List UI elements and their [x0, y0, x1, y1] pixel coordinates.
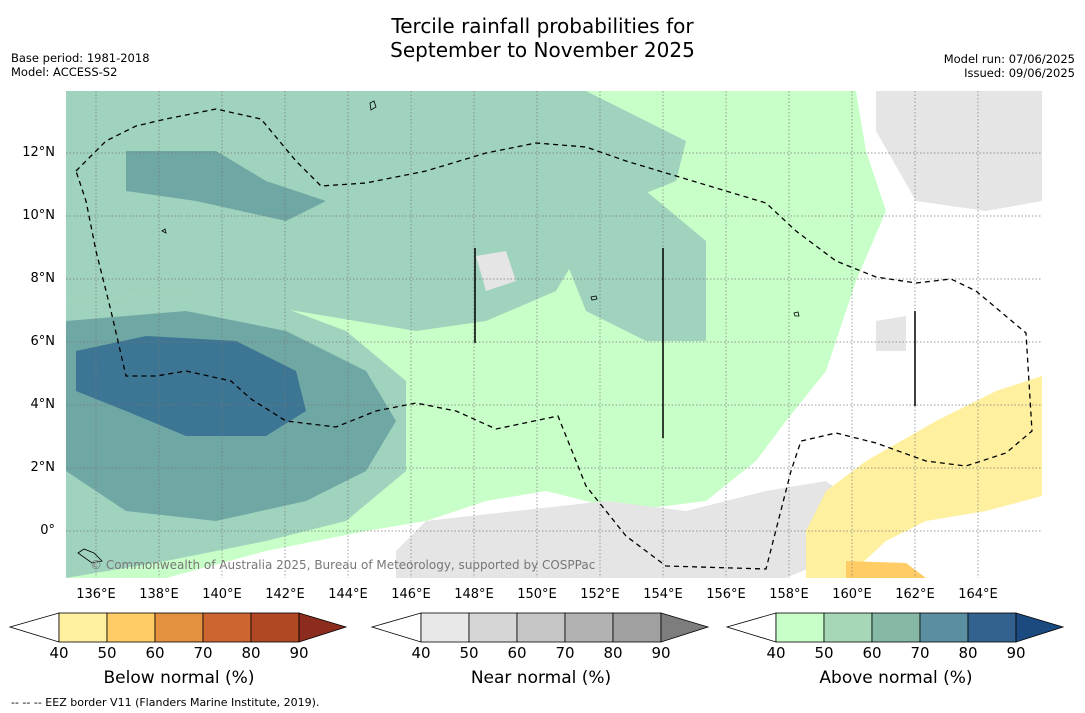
tick-label: 60	[145, 644, 165, 662]
map-title: Tercile rainfall probabilities for Septe…	[0, 14, 1085, 62]
model-info: Base period: 1981-2018 Model: ACCESS-S2	[11, 51, 150, 79]
model-run: Model run: 07/06/2025	[943, 52, 1075, 66]
colorbar-below-segment-2	[106, 612, 156, 643]
model-name: Model: ACCESS-S2	[11, 65, 118, 79]
colorbar-below-segment-6	[298, 612, 348, 643]
colorbar-below-title: Below normal (%)	[103, 668, 255, 688]
colorbar-above-segment-1	[775, 612, 825, 643]
colorbar-near	[370, 612, 710, 643]
title-line-2: September to November 2025	[390, 38, 695, 62]
region-below-60	[846, 561, 926, 578]
lon-label-160e: 160°E	[832, 587, 872, 602]
eez-footnote: -- -- -- EEZ border V11 (Flanders Marine…	[11, 696, 320, 709]
lon-label-138e: 138°E	[139, 587, 179, 602]
colorbar-below-segment-1	[58, 612, 108, 643]
lon-label-158e: 158°E	[769, 587, 809, 602]
colorbar-near-segment-4	[564, 612, 614, 643]
lon-label-144e: 144°E	[328, 587, 368, 602]
tick-label: 40	[411, 644, 431, 662]
colorbar-below-segment-3	[154, 612, 204, 643]
islands	[77, 100, 800, 564]
tick-label: 80	[241, 644, 261, 662]
colorbar-near-segment-2	[468, 612, 518, 643]
colorbar-below-segment-4	[202, 612, 252, 643]
colorbar-near-segment-6	[660, 612, 710, 643]
colorbar-above-segment-4	[919, 612, 969, 643]
colorbar-above-segment-6	[1015, 612, 1065, 643]
lat-label-12n: 12°N	[22, 145, 55, 160]
colorbar-legend	[8, 612, 1065, 643]
tick-label: 80	[603, 644, 623, 662]
tick-label: 90	[651, 644, 671, 662]
map-canvas	[66, 91, 1042, 578]
colorbar-above-segment-0	[725, 612, 777, 643]
colorbar-near-segment-1	[420, 612, 470, 643]
lon-label-164e: 164°E	[958, 587, 998, 602]
region-above-70-north	[126, 151, 326, 221]
tick-label: 70	[193, 644, 213, 662]
tick-label: 40	[766, 644, 786, 662]
lon-label-142e: 142°E	[265, 587, 305, 602]
lat-label-8n: 8°N	[30, 271, 56, 286]
lon-label-152e: 152°E	[580, 587, 620, 602]
colorbar-above-segment-5	[967, 612, 1017, 643]
lon-label-154e: 154°E	[643, 587, 683, 602]
tick-label: 80	[958, 644, 978, 662]
map-area: © Commonwealth of Australia 2025, Bureau…	[66, 91, 1042, 578]
lon-label-150e: 150°E	[517, 587, 557, 602]
colorbar-above-segment-2	[823, 612, 873, 643]
colorbar-near-segment-5	[612, 612, 662, 643]
lon-label-162e: 162°E	[895, 587, 935, 602]
eez-border	[75, 108, 1033, 570]
region-near-central	[476, 251, 516, 291]
title-line-1: Tercile rainfall probabilities for	[391, 14, 694, 38]
tick-label: 50	[814, 644, 834, 662]
tick-label: 40	[49, 644, 69, 662]
colorbar-below-segment-0	[8, 612, 60, 643]
copyright-notice: © Commonwealth of Australia 2025, Bureau…	[90, 558, 596, 572]
tick-label: 50	[97, 644, 117, 662]
colorbar-near-segment-3	[516, 612, 566, 643]
tick-label: 70	[555, 644, 575, 662]
tick-label: 70	[910, 644, 930, 662]
lon-label-140e: 140°E	[202, 587, 242, 602]
tick-label: 60	[507, 644, 527, 662]
run-info: Model run: 07/06/2025 Issued: 09/06/2025	[944, 52, 1075, 80]
colorbar-near-segment-0	[370, 612, 422, 643]
region-above-80	[76, 336, 306, 436]
lat-label-4n: 4°N	[30, 397, 56, 412]
issued-date: Issued: 09/06/2025	[964, 66, 1075, 80]
colorbar-above	[725, 612, 1065, 643]
base-period: Base period: 1981-2018	[11, 51, 150, 65]
region-below-50	[806, 376, 1042, 578]
lat-label-2n: 2°N	[30, 460, 56, 475]
lat-label-10n: 10°N	[22, 208, 55, 223]
colorbar-below	[8, 612, 348, 643]
colorbar-below-segment-5	[250, 612, 300, 643]
lon-label-136e: 136°E	[76, 587, 116, 602]
tick-label: 90	[1006, 644, 1026, 662]
tick-label: 60	[862, 644, 882, 662]
colorbar-above-segment-3	[871, 612, 921, 643]
tick-label: 90	[289, 644, 309, 662]
region-near-south	[396, 481, 866, 578]
colorbar-above-title: Above normal (%)	[819, 668, 973, 688]
region-near-north-east	[876, 91, 1042, 211]
lat-label-0: 0°	[40, 523, 55, 538]
colorbar-near-title: Near normal (%)	[470, 668, 612, 688]
lon-label-148e: 148°E	[454, 587, 494, 602]
graticule	[66, 91, 1042, 578]
region-near-east	[876, 316, 906, 351]
lon-label-156e: 156°E	[706, 587, 746, 602]
lat-label-6n: 6°N	[30, 334, 56, 349]
region-above-60-central	[546, 191, 706, 341]
lon-label-146e: 146°E	[391, 587, 431, 602]
region-above-60-north	[66, 91, 686, 331]
tick-label: 50	[459, 644, 479, 662]
